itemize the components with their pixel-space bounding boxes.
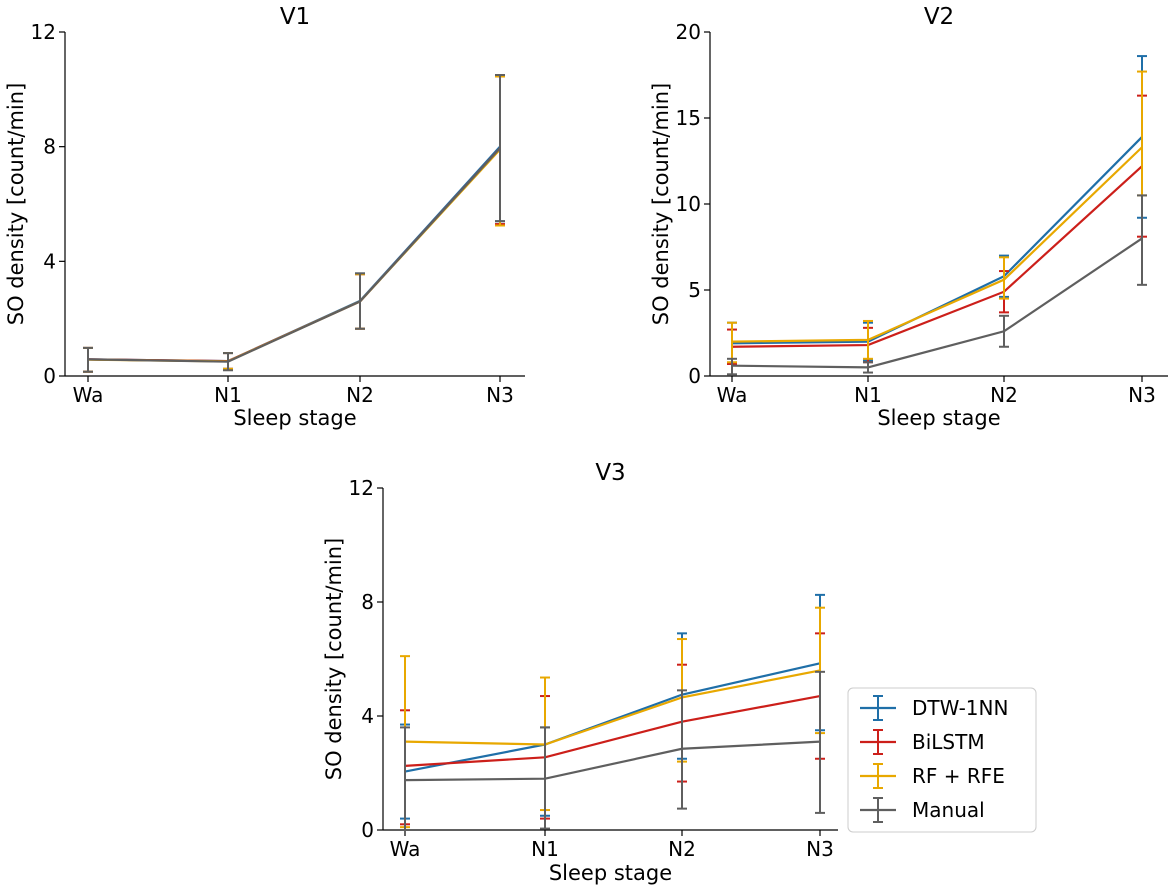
y-axis-label: SO density [count/min] (322, 538, 346, 781)
chart-panel-v1: V1 0 4 8 12 Wa N1 N2 N3 Sleep stage SO density [co… (4, 4, 525, 430)
series-line (404, 694, 821, 767)
y-tick-label: 4 (43, 249, 56, 273)
x-tick-label: Wa (73, 383, 104, 407)
y-tick-label: 0 (361, 818, 374, 842)
chart-panel-v2: V2 0 5 10 15 20 Wa N1 N2 N3 Sleep stage SO density … (649, 4, 1168, 430)
legend-label: RF + RFE (912, 764, 1005, 788)
series-line (87, 147, 501, 363)
y-tick-label: 5 (688, 278, 701, 302)
y-tick-label: 8 (361, 590, 374, 614)
x-tick-label: Wa (390, 837, 421, 861)
y-tick-label: 12 (31, 20, 56, 44)
y-axis-label: SO density [count/min] (4, 83, 28, 326)
y-tick-label: 15 (676, 106, 701, 130)
series-line (87, 147, 501, 363)
series-line (731, 237, 1143, 369)
series-line (404, 662, 821, 773)
legend-label: BiLSTM (912, 730, 985, 754)
series-dtw-1nn (83, 74, 505, 373)
x-tick-label: N1 (531, 837, 559, 861)
series-manual (400, 670, 825, 831)
chart-panel-v3: V3 0 4 8 12 Wa N1 N2 N3 Sleep stage SO density [co… (322, 460, 1037, 885)
series-manual (83, 74, 505, 373)
legend-item: DTW-1NN (860, 695, 1008, 721)
legend: DTW-1NN BiLSTM RF + RFE Manual (847, 687, 1037, 833)
chart-title: V3 (595, 460, 625, 486)
y-tick-label: 0 (688, 364, 701, 388)
series-bilstm (83, 75, 505, 373)
y-tick-label: 4 (361, 704, 374, 728)
x-tick-label: N1 (214, 383, 242, 407)
legend-frame (847, 687, 1037, 833)
x-tick-label: N3 (806, 837, 834, 861)
series-line (731, 136, 1143, 345)
series-rf-rfe (400, 606, 825, 829)
series-manual (727, 194, 1147, 376)
x-axis-label: Sleep stage (877, 406, 1000, 430)
x-axis-label: Sleep stage (233, 406, 356, 430)
chart-title: V2 (924, 4, 954, 30)
series-bilstm (727, 94, 1147, 365)
chart-title: V1 (280, 4, 310, 30)
y-tick-label: 20 (676, 20, 701, 44)
legend-item: BiLSTM (860, 729, 985, 755)
series-rf-rfe (727, 70, 1147, 364)
series-line (404, 669, 821, 746)
series-line (87, 145, 501, 363)
legend-item: Manual (860, 797, 985, 823)
x-tick-label: N3 (1128, 383, 1156, 407)
x-tick-label: N2 (990, 383, 1018, 407)
series-rf-rfe (83, 75, 505, 373)
legend-item: RF + RFE (860, 763, 1005, 789)
x-tick-label: Wa (717, 383, 748, 407)
x-tick-label: N2 (346, 383, 374, 407)
y-axis-label: SO density [count/min] (649, 83, 673, 326)
series-line (731, 165, 1143, 348)
x-tick-label: N1 (854, 383, 882, 407)
y-tick-label: 0 (43, 364, 56, 388)
series-line (87, 148, 501, 363)
series-line (731, 146, 1143, 343)
series-line (404, 740, 821, 782)
y-tick-label: 8 (43, 135, 56, 159)
x-axis-label: Sleep stage (549, 861, 672, 885)
y-tick-label: 10 (676, 192, 701, 216)
legend-label: DTW-1NN (912, 696, 1008, 720)
x-tick-label: N2 (668, 837, 696, 861)
legend-label: Manual (912, 798, 985, 822)
series-bilstm (400, 632, 825, 826)
x-tick-label: N3 (486, 383, 514, 407)
y-tick-label: 12 (349, 476, 374, 500)
